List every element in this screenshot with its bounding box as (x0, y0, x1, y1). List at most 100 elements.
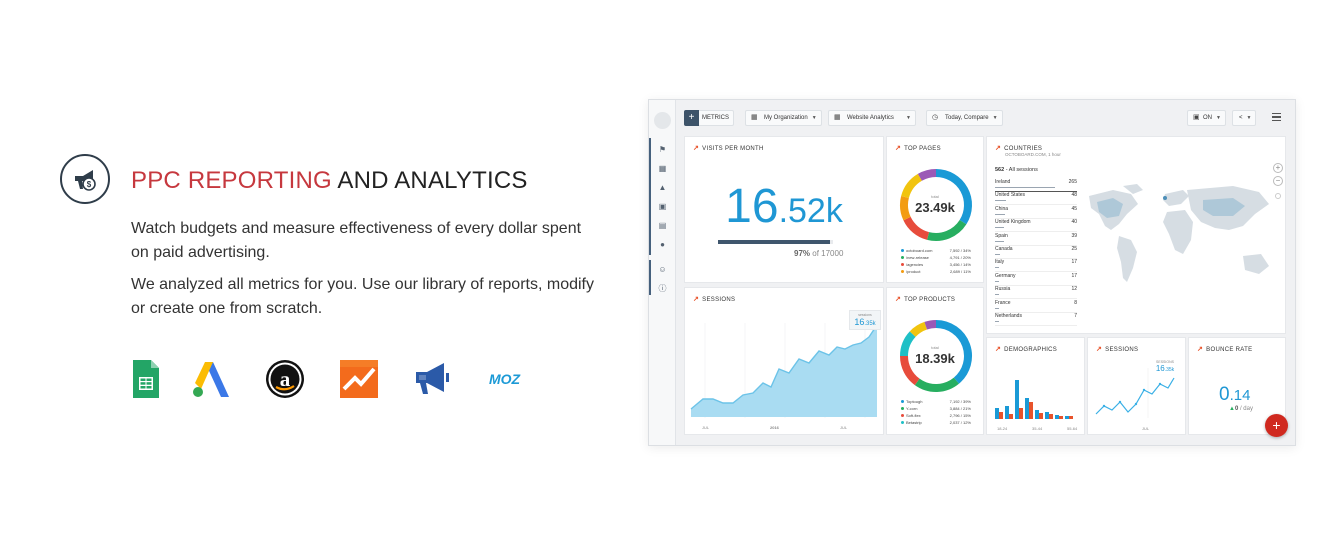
legend-value: 7,192 / 39% (949, 399, 971, 404)
trend-icon: ↗ (995, 145, 1002, 152)
sessions-small-x-label: JUL (1142, 426, 1150, 431)
demographics-title: ↗ DEMOGRAPHICS (995, 345, 1057, 353)
top-pages-title-text: TOP PAGES (904, 146, 941, 152)
country-name: United Kingdom (995, 219, 1031, 226)
country-row[interactable]: Russia 12 (995, 286, 1077, 300)
sessions-small-tooltip-value: 16.35k (1150, 364, 1180, 375)
legend-name: Y-corn (906, 406, 918, 411)
sessions-small-card[interactable]: ↗ SESSIONS SESSIONS 16.35k JUL (1087, 337, 1186, 435)
top-pages-card[interactable]: ↗ TOP PAGES total 23.49k octoboard.com 7,5… (886, 136, 984, 283)
country-value: 48 (1071, 192, 1077, 199)
clock-icon: ◷ (932, 114, 939, 121)
country-row[interactable]: Canada 25 (995, 246, 1077, 259)
toggle-on-dropdown[interactable]: ▣ ON ▼ (1187, 110, 1226, 126)
visits-progress-label: 97% of 17000 (794, 249, 843, 258)
sessions-x-label: JUL (702, 425, 710, 430)
visits-of: of 17000 (812, 249, 844, 258)
country-name: France (995, 299, 1011, 306)
countries-summary-count: 562 (995, 167, 1005, 173)
info-icon[interactable]: ⓘ (658, 284, 667, 293)
demographics-x-label: 35-44 (1032, 426, 1043, 431)
sessions-small-title: ↗ SESSIONS (1096, 345, 1138, 353)
donut-segment (900, 355, 920, 386)
archive-icon[interactable]: ▤ (658, 221, 667, 230)
legend-row: /agencies 3,456 / 14% (901, 262, 971, 267)
moz-logo: MOZ (486, 359, 536, 399)
country-value: 40 (1071, 219, 1077, 226)
add-widget-button[interactable]: + (1265, 414, 1288, 437)
account-icon[interactable]: ☺ (658, 265, 667, 274)
bounce-rate-title-text: BOUNCE RATE (1206, 347, 1253, 353)
bounce-rate-unit: / day (1239, 406, 1253, 412)
legend-value: 3,456 / 14% (949, 262, 971, 267)
top-pages-total: 23.49k (915, 200, 955, 215)
sessions-small-title-text: SESSIONS (1105, 347, 1139, 353)
building-icon: ▦ (751, 114, 758, 121)
reports-icon[interactable]: ▣ (658, 202, 667, 211)
donut-segment (909, 321, 928, 337)
sessions-small-line-chart (1095, 368, 1175, 418)
puzzle-icon[interactable]: ● (660, 240, 665, 249)
date-label: Today, Compare (945, 115, 989, 121)
country-row[interactable]: China 45 (995, 206, 1077, 219)
country-row[interactable]: Spain 39 (995, 233, 1077, 246)
top-products-total-label: total (931, 345, 939, 350)
countries-summary: 562 - All sessions (995, 167, 1038, 173)
donut-segment (903, 216, 930, 240)
dashboard-dropdown[interactable]: ▦ Website Analytics ▼ (828, 110, 916, 126)
sessions-title: ↗ SESSIONS (693, 295, 735, 303)
country-row[interactable]: United States 48 (995, 192, 1077, 206)
country-name: Russia (995, 286, 1011, 293)
sessions-tooltip-value: 16.35k (850, 317, 880, 329)
country-row[interactable]: Germany 17 (995, 273, 1077, 286)
sessions-x-label: JUL (840, 425, 848, 430)
demographics-x-label: 55-64 (1067, 426, 1078, 431)
sessions-small-tooltip-int: 16 (1155, 364, 1165, 373)
dashboard-label: Website Analytics (847, 115, 894, 121)
zoom-in-icon[interactable]: + (1273, 163, 1283, 173)
demographics-card[interactable]: ↗ DEMOGRAPHICS 18-24 35-44 55-64 (986, 337, 1085, 435)
home-icon[interactable]: ⚑ (658, 145, 667, 154)
legend-value: 2,796 / 15% (949, 413, 971, 418)
country-share-bar (995, 307, 999, 309)
metrics-button[interactable]: + METRICS (684, 110, 734, 126)
legend-row: Y-corn 3,884 / 21% (901, 406, 971, 411)
sessions-small-tooltip: SESSIONS 16.35k (1150, 360, 1180, 378)
sessions-card[interactable]: ↗ SESSIONS sessions 16.35k JUL 2016 JUL (684, 287, 884, 435)
demographics-title-text: DEMOGRAPHICS (1004, 347, 1058, 353)
sessions-tooltip-label: sessions (858, 313, 872, 317)
donut-segment (914, 377, 959, 392)
organization-dropdown[interactable]: ▦ My Organization ▼ (745, 110, 822, 126)
visits-title: ↗ VISITS PER MONTH (693, 144, 764, 152)
country-share-bar (995, 240, 1004, 242)
google-analytics-icon (339, 359, 379, 399)
country-share-bar (995, 267, 999, 269)
sidebar-active-bar-2 (649, 260, 651, 295)
date-range-dropdown[interactable]: ◷ Today, Compare ▼ (926, 110, 1003, 126)
share-dropdown[interactable]: < ▼ (1232, 110, 1257, 126)
country-share-bar (995, 227, 1004, 229)
legend-value: 2,689 / 11% (949, 269, 971, 274)
country-row[interactable]: United Kingdom 40 (995, 219, 1077, 233)
country-share-bar (995, 213, 1006, 215)
bounce-rate-dec: .14 (1229, 387, 1251, 404)
users-icon[interactable]: ▲ (658, 183, 667, 192)
visits-title-text: VISITS PER MONTH (702, 146, 764, 152)
country-row[interactable]: France 8 (995, 300, 1077, 313)
menu-icon[interactable] (1272, 113, 1281, 121)
country-share-bar (995, 294, 999, 296)
zoom-out-icon[interactable]: − (1273, 176, 1283, 186)
visits-card[interactable]: ↗ VISITS PER MONTH 16.52k 97% of 17000 (684, 136, 884, 283)
dashboards-icon[interactable]: ▦ (658, 164, 667, 173)
amazon-icon: a (265, 359, 305, 399)
dashboard-toolbar: + METRICS ▦ My Organization ▼ ▦ Website Anal… (676, 100, 1295, 135)
reset-map-icon[interactable] (1275, 193, 1281, 199)
top-products-card[interactable]: ↗ TOP PRODUCTS total 18.39k Toptough 7,192… (886, 287, 984, 435)
country-row[interactable]: Ireland 265 (995, 179, 1077, 192)
country-value: 17 (1071, 272, 1077, 279)
country-row[interactable]: Italy 17 (995, 259, 1077, 273)
countries-card[interactable]: ↗ COUNTRIES OCTOBOARD.COM, 1 hour 562 - A… (986, 136, 1286, 334)
visits-progress-track (718, 240, 833, 244)
country-name: Canada (995, 246, 1013, 252)
country-row[interactable]: Netherlands 7 (995, 313, 1077, 326)
